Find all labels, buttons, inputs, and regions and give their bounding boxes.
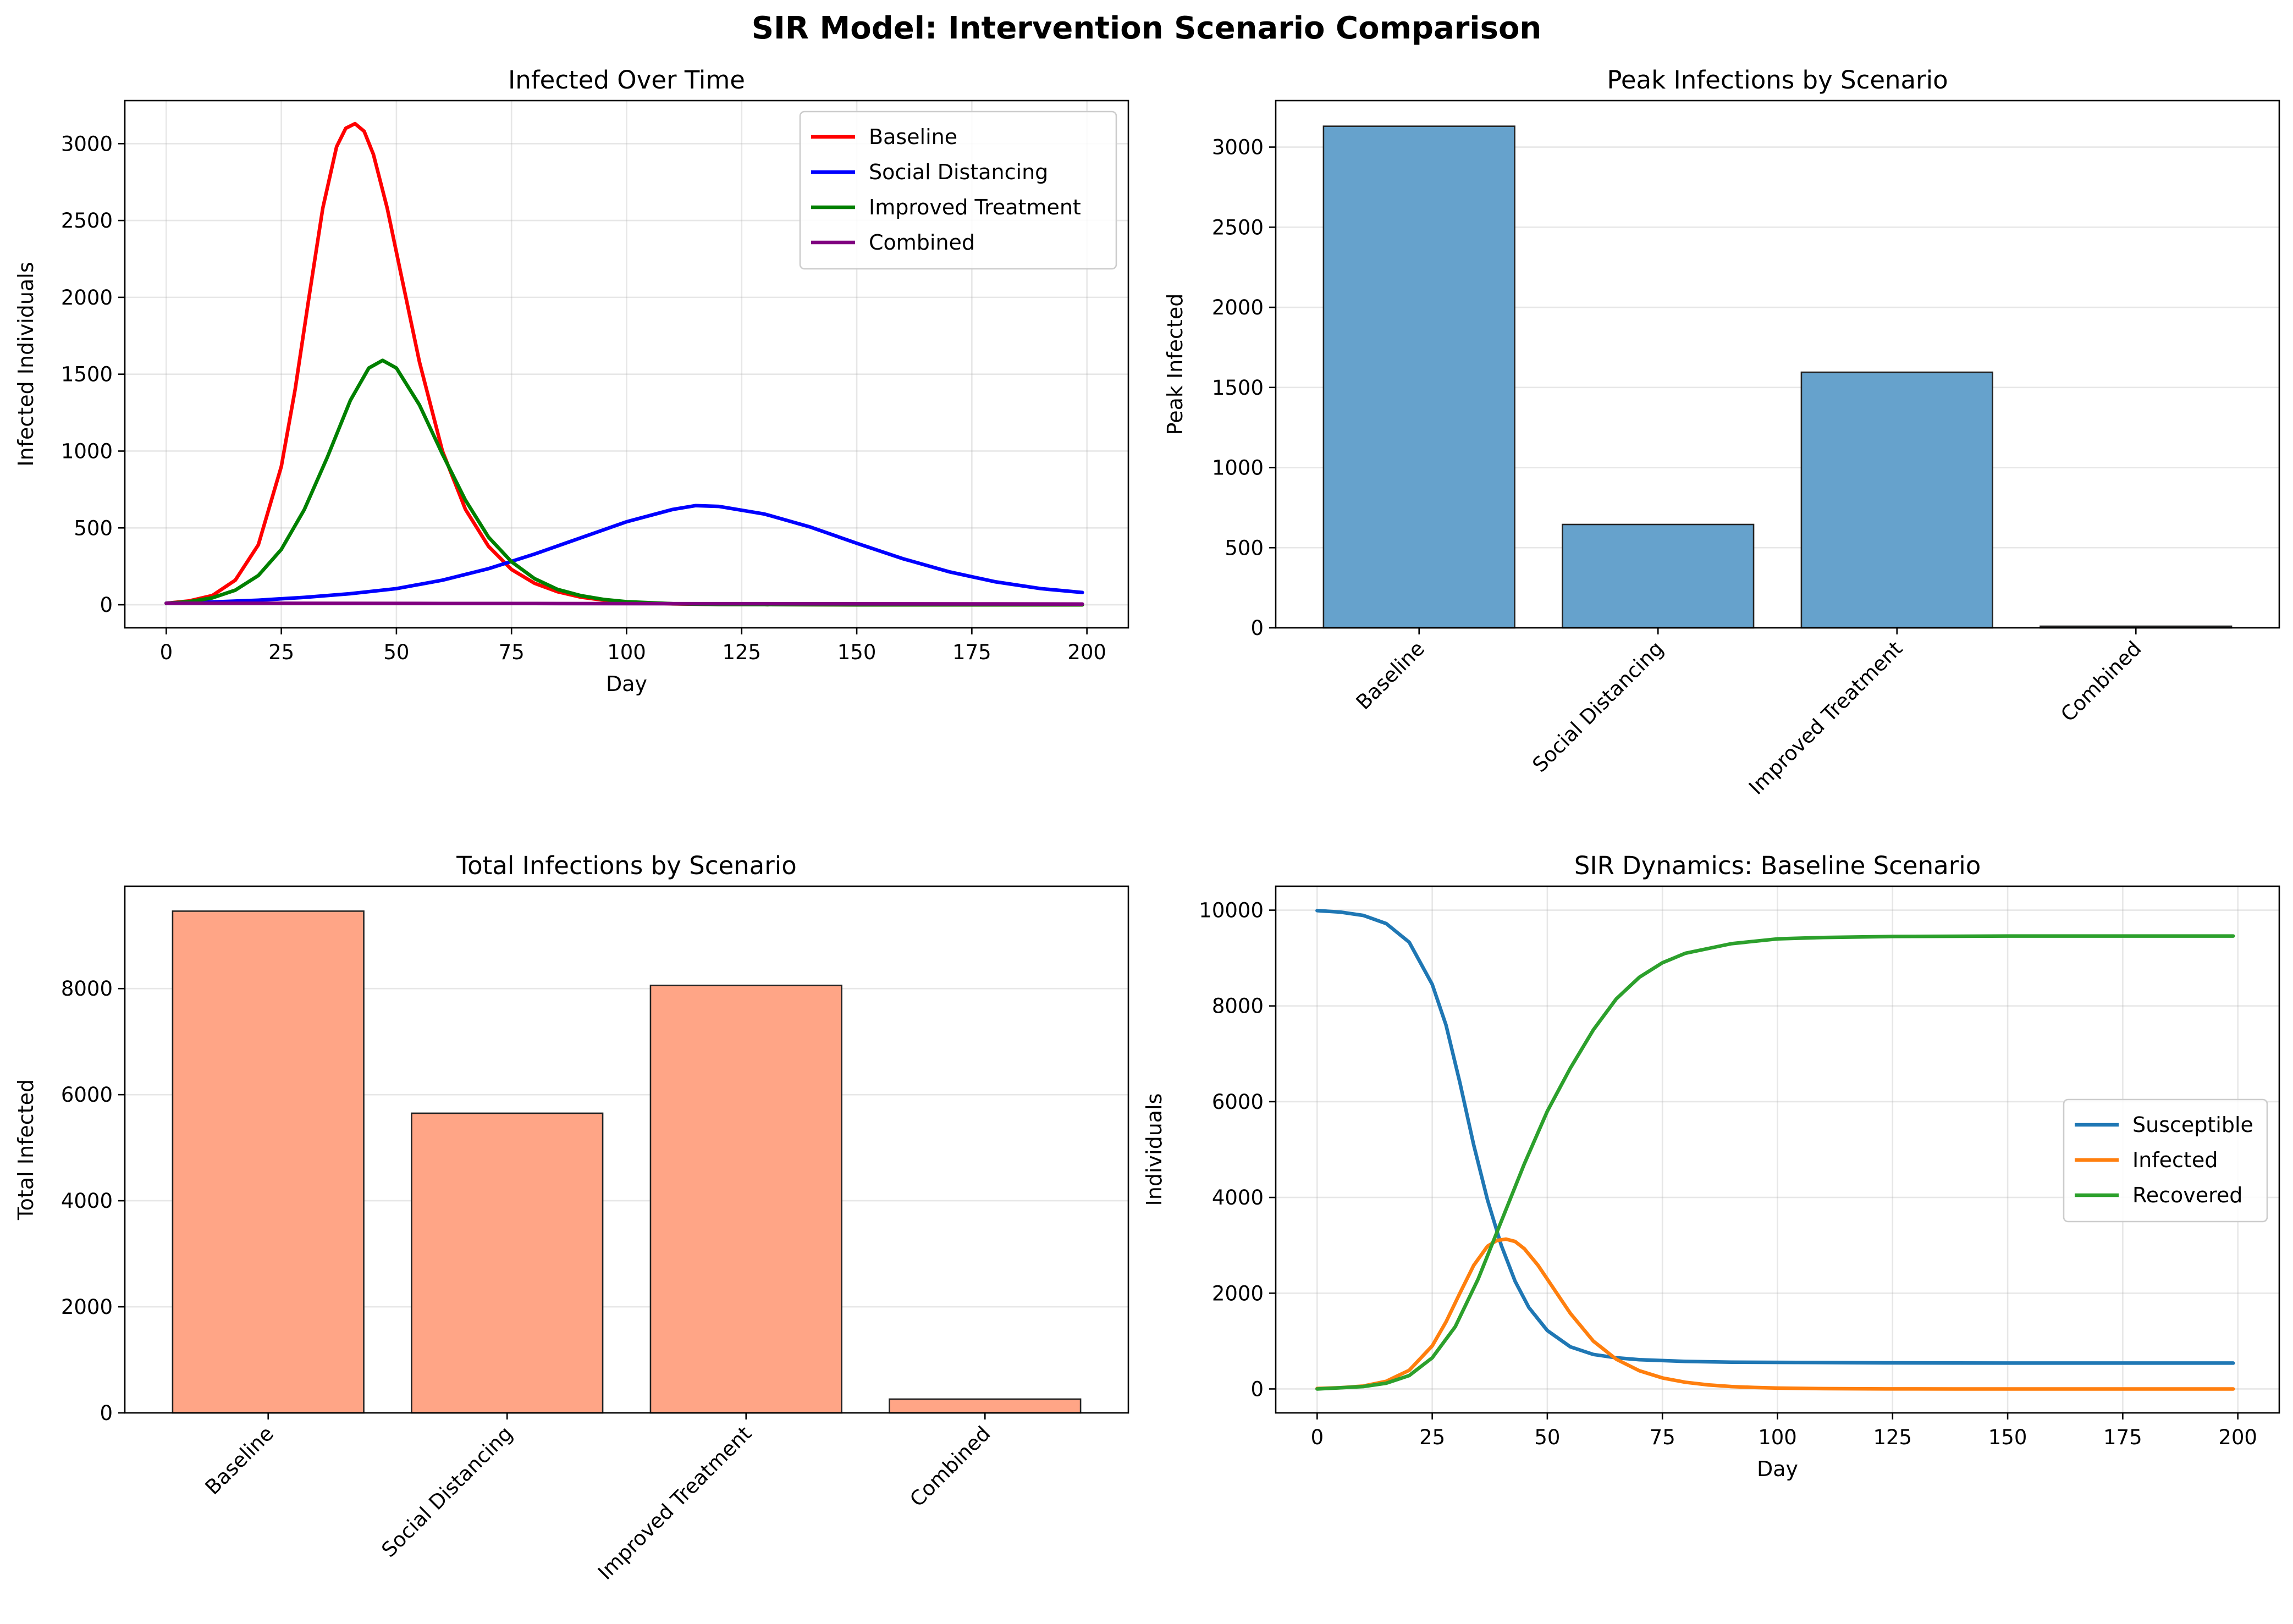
x-tick-label: 150: [1988, 1426, 2027, 1449]
series-line-susceptible: [1315, 909, 2235, 1365]
series-line-combined: [164, 601, 1084, 606]
x-tick-label: 75: [499, 640, 525, 664]
y-tick-label: 0: [1250, 1377, 1264, 1401]
x-tick-label: 125: [1873, 1426, 1912, 1449]
y-tick-label: 10000: [1199, 899, 1264, 923]
legend: Susceptible Infected Recovered: [2063, 1098, 2268, 1223]
bar-combined: [889, 1398, 1082, 1414]
figure-title: SIR Model: Intervention Scenario Compari…: [752, 10, 1542, 46]
y-tick-label: 1000: [61, 439, 113, 463]
x-tick-label: 200: [1067, 640, 1106, 664]
legend-entry: Baseline: [869, 125, 957, 149]
x-tick-label: 125: [722, 640, 761, 664]
x-tick-label: 175: [952, 640, 991, 664]
y-tick-label: 6000: [1212, 1090, 1264, 1114]
y-tick-label: 8000: [61, 977, 113, 1001]
y-tick-label: 1500: [61, 363, 113, 386]
x-tick-label: 75: [1650, 1426, 1675, 1449]
y-tick-label: 3000: [1212, 136, 1264, 159]
chart-title: Peak Infections by Scenario: [1607, 65, 1948, 95]
x-axis-label: Day: [1757, 1457, 1798, 1481]
chart-title: Total Infections by Scenario: [456, 851, 797, 880]
legend-entry: Recovered: [2132, 1183, 2242, 1207]
y-tick-label: 0: [1250, 616, 1264, 640]
y-tick-label: 2000: [1212, 296, 1264, 319]
legend-box: [2063, 1098, 2268, 1223]
y-tick-label: 0: [100, 1401, 113, 1425]
x-tick-label: 0: [160, 640, 173, 664]
y-tick-label: 0: [100, 593, 113, 617]
x-tick-label: 100: [607, 640, 646, 664]
y-tick-label: 8000: [1212, 995, 1264, 1018]
chart-title: SIR Dynamics: Baseline Scenario: [1574, 851, 1981, 880]
x-tick-label: 50: [1534, 1426, 1560, 1449]
legend: Baseline Social Distancing Improved Treatm…: [799, 111, 1117, 270]
axes-frame: [124, 885, 1129, 1414]
x-tick-label: 0: [1311, 1426, 1324, 1449]
legend-entry: Improved Treatment: [869, 195, 1081, 219]
x-tick-label: 100: [1758, 1426, 1797, 1449]
y-tick-label: 2000: [1212, 1281, 1264, 1305]
series-line-social-distancing: [164, 504, 1084, 605]
bar-baseline: [172, 910, 365, 1414]
series-line-infected: [1315, 1237, 2235, 1391]
y-tick-label: 500: [74, 516, 113, 540]
legend-entry: Infected: [2132, 1148, 2218, 1172]
y-axis-label: Peak Infected: [1163, 294, 1187, 435]
y-axis-label: Individuals: [1142, 1093, 1166, 1206]
legend-entry: Combined: [869, 230, 975, 255]
x-tick-label: 200: [2218, 1426, 2257, 1449]
bar-baseline: [1322, 125, 1515, 629]
x-tick-label: 25: [268, 640, 294, 664]
bar-social-distancing: [1562, 523, 1755, 629]
y-tick-label: 500: [1225, 536, 1264, 560]
chart-title: Infected Over Time: [508, 65, 745, 95]
y-tick-label: 4000: [61, 1189, 113, 1213]
bar-social-distancing: [411, 1112, 604, 1414]
axes-frame: [1275, 100, 2280, 629]
bar-improved-treatment: [1800, 371, 1993, 629]
legend-entry: Susceptible: [2132, 1113, 2253, 1137]
y-tick-label: 4000: [1212, 1186, 1264, 1209]
y-tick-label: 1000: [1212, 456, 1264, 480]
chart-panel-4: 0 2000 4000 6000 8000 10000 0 25 50 75 100 125 150 17…: [1142, 851, 2280, 1481]
legend-entry: Social Distancing: [869, 160, 1048, 184]
y-tick-label: 1500: [1212, 376, 1264, 400]
x-tick-label: 50: [383, 640, 409, 664]
y-axis-label: Total Infected: [14, 1079, 38, 1220]
y-axis-label: Infected Individuals: [14, 262, 38, 466]
series-line-recovered: [1315, 934, 2235, 1391]
y-tick-label: 2000: [61, 286, 113, 310]
legend-box: [799, 111, 1117, 270]
y-tick-label: 2000: [61, 1295, 113, 1319]
y-tick-label: 2500: [61, 209, 113, 233]
x-tick-label: 25: [1419, 1426, 1445, 1449]
bar-improved-treatment: [649, 985, 842, 1414]
y-tick-label: 2500: [1212, 216, 1264, 239]
y-tick-label: 6000: [61, 1083, 113, 1107]
x-tick-label: 175: [2103, 1426, 2142, 1449]
x-axis-label: Day: [606, 672, 647, 696]
y-tick-label: 3000: [61, 132, 113, 156]
x-tick-label: 150: [837, 640, 877, 664]
chart-panel-1: 0 500 1000 1500 2000 2500 3000 0 25 50 75 100 125 150…: [14, 65, 1129, 696]
